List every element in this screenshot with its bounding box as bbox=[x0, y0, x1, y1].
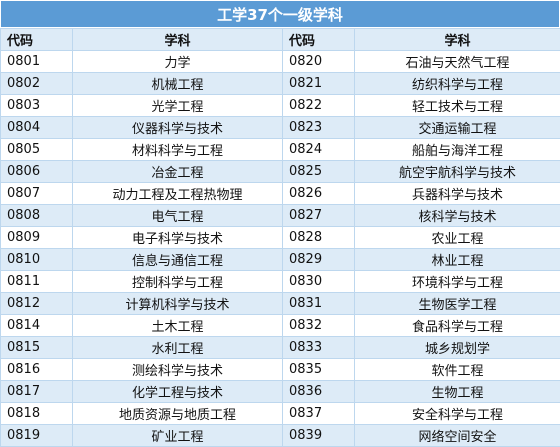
row-code-left: 0805 bbox=[0, 138, 73, 161]
row-subject-right: 生物工程 bbox=[354, 380, 560, 403]
row-subject-right: 兵器科学与技术 bbox=[354, 182, 560, 205]
row-subject-left: 光学工程 bbox=[72, 94, 283, 117]
row-subject-left: 电气工程 bbox=[72, 204, 283, 227]
row-code-right: 0827 bbox=[282, 204, 355, 227]
row-code-left: 0810 bbox=[0, 248, 73, 271]
table-row: 0801 力学 0820 石油与天然气工程 bbox=[0, 50, 560, 73]
table-row: 0812 计算机科学与技术 0831 生物医学工程 bbox=[0, 292, 560, 315]
row-code-right: 0830 bbox=[282, 270, 355, 293]
row-subject-left: 冶金工程 bbox=[72, 160, 283, 183]
table-row: 0808 电气工程 0827 核科学与技术 bbox=[0, 204, 560, 227]
row-code-left: 0814 bbox=[0, 314, 73, 337]
row-code-right: 0837 bbox=[282, 402, 355, 425]
row-subject-right: 航空宇航科学与技术 bbox=[354, 160, 560, 183]
table-title: 工学37个一级学科 bbox=[0, 0, 560, 28]
row-code-right: 0833 bbox=[282, 336, 355, 359]
row-subject-right: 安全科学与工程 bbox=[354, 402, 560, 425]
row-subject-left: 控制科学与工程 bbox=[72, 270, 283, 293]
row-subject-left: 信息与通信工程 bbox=[72, 248, 283, 271]
row-subject-left: 动力工程及工程热物理 bbox=[72, 182, 283, 205]
table-row: 0806 冶金工程 0825 航空宇航科学与技术 bbox=[0, 160, 560, 183]
row-code-right: 0835 bbox=[282, 358, 355, 381]
row-subject-left: 测绘科学与技术 bbox=[72, 358, 283, 381]
header-code-left: 代码 bbox=[0, 28, 73, 51]
row-code-left: 0801 bbox=[0, 50, 73, 73]
table-row: 0811 控制科学与工程 0830 环境科学与工程 bbox=[0, 270, 560, 293]
row-code-right: 0831 bbox=[282, 292, 355, 315]
row-subject-right: 网络空间安全 bbox=[354, 424, 560, 447]
row-subject-left: 土木工程 bbox=[72, 314, 283, 337]
row-subject-right: 纺织科学与工程 bbox=[354, 72, 560, 95]
row-subject-right: 船舶与海洋工程 bbox=[354, 138, 560, 161]
row-code-left: 0812 bbox=[0, 292, 73, 315]
table-row: 0816 测绘科学与技术 0835 软件工程 bbox=[0, 358, 560, 381]
row-code-right: 0822 bbox=[282, 94, 355, 117]
row-subject-left: 仪器科学与技术 bbox=[72, 116, 283, 139]
row-subject-right: 林业工程 bbox=[354, 248, 560, 271]
subject-table: 代码 学科 代码 学科 0801 力学 0820 石油与天然气工程 0802 机械工程 08… bbox=[0, 28, 560, 447]
table-row: 0802 机械工程 0821 纺织科学与工程 bbox=[0, 72, 560, 95]
row-code-left: 0807 bbox=[0, 182, 73, 205]
row-subject-right: 环境科学与工程 bbox=[354, 270, 560, 293]
row-code-left: 0809 bbox=[0, 226, 73, 249]
row-code-right: 0836 bbox=[282, 380, 355, 403]
table-row: 0814 土木工程 0832 食品科学与工程 bbox=[0, 314, 560, 337]
row-subject-right: 石油与天然气工程 bbox=[354, 50, 560, 73]
header-row: 代码 学科 代码 学科 bbox=[0, 28, 560, 51]
row-subject-right: 核科学与技术 bbox=[354, 204, 560, 227]
row-code-right: 0820 bbox=[282, 50, 355, 73]
row-subject-left: 材料科学与工程 bbox=[72, 138, 283, 161]
row-code-right: 0823 bbox=[282, 116, 355, 139]
row-code-right: 0821 bbox=[282, 72, 355, 95]
row-code-left: 0816 bbox=[0, 358, 73, 381]
row-subject-right: 交通运输工程 bbox=[354, 116, 560, 139]
header-subject-left: 学科 bbox=[72, 28, 283, 51]
row-subject-left: 机械工程 bbox=[72, 72, 283, 95]
row-code-left: 0802 bbox=[0, 72, 73, 95]
row-code-right: 0828 bbox=[282, 226, 355, 249]
table-row: 0819 矿业工程 0839 网络空间安全 bbox=[0, 424, 560, 447]
row-subject-right: 生物医学工程 bbox=[354, 292, 560, 315]
table-row: 0809 电子科学与技术 0828 农业工程 bbox=[0, 226, 560, 249]
row-code-left: 0808 bbox=[0, 204, 73, 227]
row-code-left: 0806 bbox=[0, 160, 73, 183]
row-code-right: 0825 bbox=[282, 160, 355, 183]
row-code-left: 0819 bbox=[0, 424, 73, 447]
table-row: 0803 光学工程 0822 轻工技术与工程 bbox=[0, 94, 560, 117]
row-code-right: 0832 bbox=[282, 314, 355, 337]
row-subject-right: 农业工程 bbox=[354, 226, 560, 249]
table-row: 0805 材料科学与工程 0824 船舶与海洋工程 bbox=[0, 138, 560, 161]
header-code-right: 代码 bbox=[282, 28, 355, 51]
row-code-left: 0818 bbox=[0, 402, 73, 425]
row-code-left: 0803 bbox=[0, 94, 73, 117]
table-row: 0810 信息与通信工程 0829 林业工程 bbox=[0, 248, 560, 271]
row-code-left: 0815 bbox=[0, 336, 73, 359]
table-row: 0817 化学工程与技术 0836 生物工程 bbox=[0, 380, 560, 403]
row-subject-right: 食品科学与工程 bbox=[354, 314, 560, 337]
row-subject-left: 计算机科学与技术 bbox=[72, 292, 283, 315]
row-code-left: 0811 bbox=[0, 270, 73, 293]
row-code-right: 0826 bbox=[282, 182, 355, 205]
row-subject-left: 力学 bbox=[72, 50, 283, 73]
row-subject-left: 电子科学与技术 bbox=[72, 226, 283, 249]
table-row: 0818 地质资源与地质工程 0837 安全科学与工程 bbox=[0, 402, 560, 425]
row-subject-left: 水利工程 bbox=[72, 336, 283, 359]
row-code-right: 0824 bbox=[282, 138, 355, 161]
row-subject-right: 城乡规划学 bbox=[354, 336, 560, 359]
table-row: 0807 动力工程及工程热物理 0826 兵器科学与技术 bbox=[0, 182, 560, 205]
row-subject-right: 轻工技术与工程 bbox=[354, 94, 560, 117]
table-row: 0804 仪器科学与技术 0823 交通运输工程 bbox=[0, 116, 560, 139]
row-subject-left: 化学工程与技术 bbox=[72, 380, 283, 403]
row-code-right: 0829 bbox=[282, 248, 355, 271]
row-subject-right: 软件工程 bbox=[354, 358, 560, 381]
row-code-left: 0804 bbox=[0, 116, 73, 139]
header-subject-right: 学科 bbox=[354, 28, 560, 51]
table-row: 0815 水利工程 0833 城乡规划学 bbox=[0, 336, 560, 359]
table-body: 0801 力学 0820 石油与天然气工程 0802 机械工程 0821 纺织科学与工程 080… bbox=[0, 50, 560, 447]
row-code-left: 0817 bbox=[0, 380, 73, 403]
row-subject-left: 矿业工程 bbox=[72, 424, 283, 447]
row-subject-left: 地质资源与地质工程 bbox=[72, 402, 283, 425]
row-code-right: 0839 bbox=[282, 424, 355, 447]
